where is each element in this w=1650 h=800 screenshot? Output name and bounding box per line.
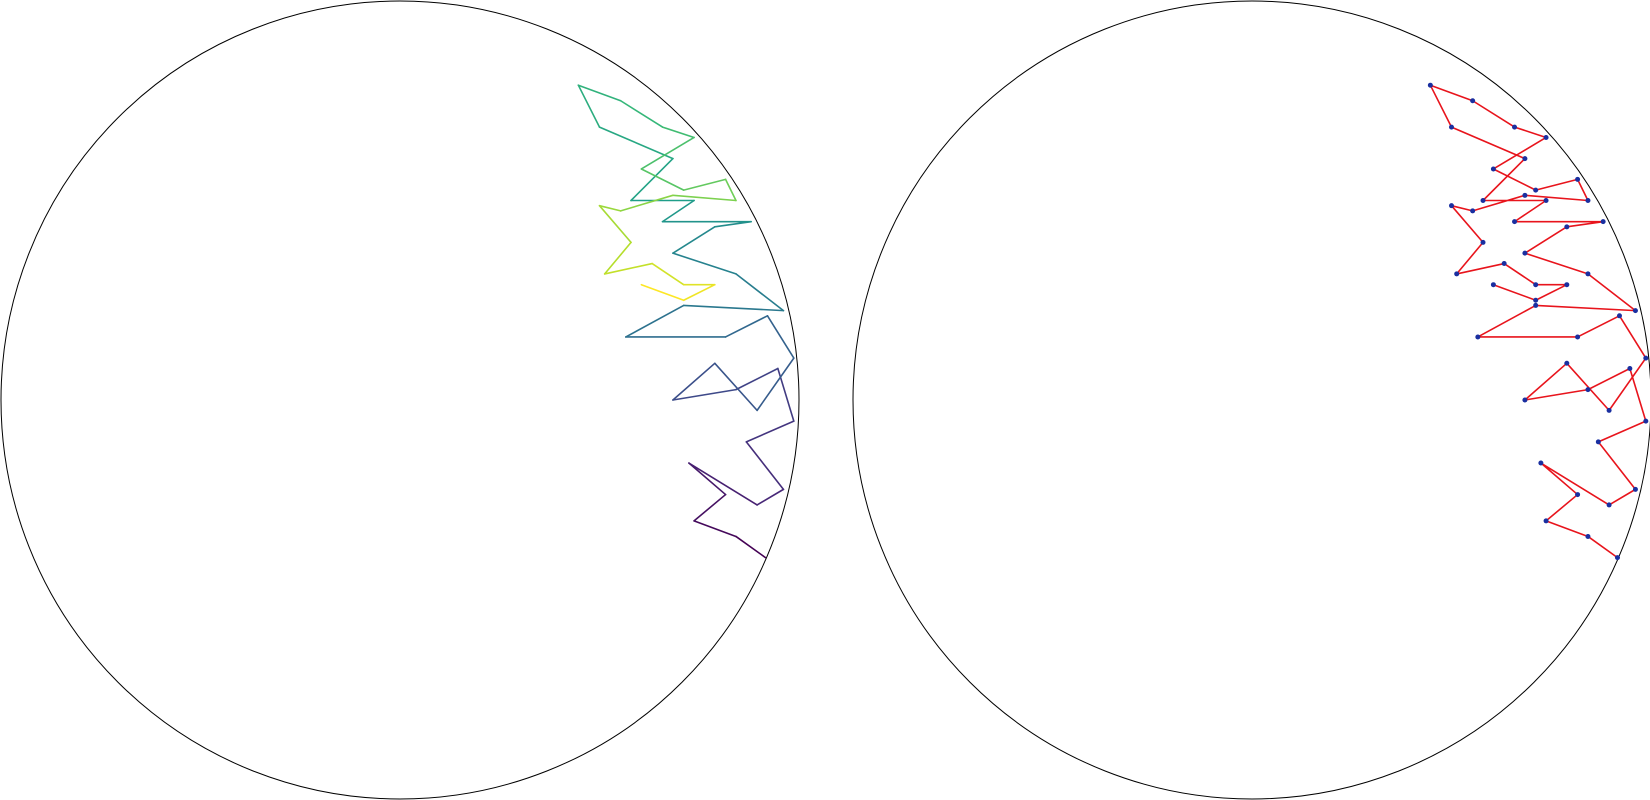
trajectory-point [1533,302,1539,308]
trajectory-segment [640,136,695,170]
disk-boundary [0,0,800,800]
trajectory-point [1643,418,1649,424]
trajectory-segment [598,204,622,212]
trajectory-segment [693,493,727,522]
trajectory-point [1533,282,1539,288]
trajectory-point [1543,518,1549,524]
trajectory-segment [724,178,737,202]
trajectory-point [1522,156,1528,162]
trajectory-point [1449,124,1454,130]
trajectory-segment [672,252,737,275]
trajectory-segment [672,226,716,254]
trajectory-point [1585,271,1591,277]
trajectory-segment [688,462,758,506]
trajectory-point [1585,198,1591,203]
trajectory-segment [735,535,767,559]
trajectory-segment [619,99,664,128]
trajectory-segment [577,84,601,128]
trajectory-point [1475,334,1481,340]
trajectory-point [1470,208,1476,214]
trajectory-segment [714,220,752,228]
trajectory-segment [735,273,785,312]
trajectory-segment [682,178,727,191]
trajectory-point [1538,460,1544,466]
trajectory-point [1585,533,1591,539]
trajectory-point [1533,187,1539,193]
trajectory-segment [640,283,685,302]
trajectory-point [1600,219,1606,225]
trajectory-point [1632,308,1638,314]
trajectory-point [1501,261,1507,267]
trajectory-point [1643,355,1649,361]
trajectory-point [1512,219,1518,225]
trajectory-segment [693,520,737,538]
trajectory-point [1564,282,1570,288]
trajectory-segment [672,194,737,202]
trajectory-segment [630,157,674,202]
trajectory-segment [682,304,785,312]
trajectory-segment [640,168,685,191]
trajectory-point [1543,198,1549,203]
trajectory-point [1575,334,1581,340]
trajectory-point [1512,124,1518,130]
trajectory-point [1449,203,1454,209]
trajectory-segment [766,315,795,359]
trajectory-point [1606,407,1612,413]
trajectory-point [1490,166,1496,172]
trajectory-segment [598,204,632,244]
trajectory-segment [619,194,674,212]
trajectory-segment [745,441,785,491]
trajectory-segment [625,304,685,338]
trajectory-point [1595,439,1601,445]
trajectory-segment [735,367,779,391]
trajectory-segment [577,84,622,102]
trajectory-segment [603,241,632,275]
trajectory-point [1585,387,1591,393]
trajectory-point [1632,486,1638,492]
trajectory-point [1490,282,1496,288]
trajectory-segment [756,357,795,412]
trajectory-segment [672,388,737,401]
trajectory-segment [724,315,769,338]
trajectory-segment [598,126,674,160]
trajectory-point [1522,192,1528,198]
trajectory-point [1427,82,1433,88]
trajectory-point [1614,555,1620,561]
trajectory [1429,84,1647,559]
trajectory-segment [688,462,727,496]
trajectory-point [1533,297,1539,303]
trajectory-segment [714,362,758,412]
trajectory-point [1454,271,1460,277]
trajectory-point [1522,250,1528,256]
trajectory-point [1575,176,1581,182]
trajectory-point [1480,198,1486,203]
trajectory-point [1627,365,1633,371]
trajectory-point [1543,134,1549,140]
trajectory-segment [745,420,795,443]
trajectory-point [1606,502,1612,508]
trajectory-point [1470,98,1476,104]
trajectory-segment [603,262,653,275]
trajectory-segment [661,126,695,139]
trajectory-point [1616,313,1622,319]
trajectory-segment [661,199,695,223]
trajectory-point [1575,492,1581,498]
disk-boundary [852,0,1650,800]
trajectory-segment [651,262,685,286]
trajectory-point [1564,224,1570,230]
trajectory-segment [682,283,716,302]
trajectory-segment [672,362,716,401]
trajectory-point [1480,239,1486,245]
trajectory-point [1564,360,1570,366]
trajectory-point [1522,397,1528,403]
trajectory-segment [756,488,785,506]
